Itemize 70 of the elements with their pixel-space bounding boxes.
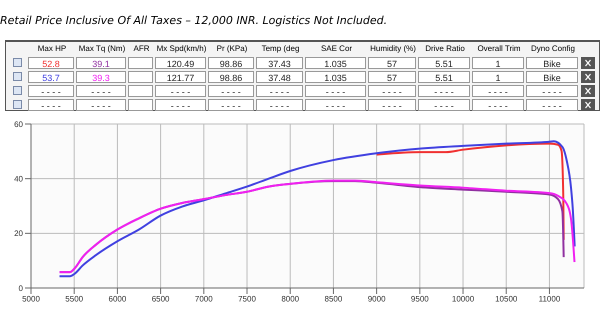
x-tick-label: 9500 [410,294,430,304]
text: - - - - [256,98,303,110]
text: - - - - [305,98,366,110]
text: - - - - [526,98,578,110]
y-tick-label: 40 [14,174,24,184]
text: - - - - [155,98,206,110]
text: - - - - [368,98,416,110]
text: 1.035 [305,70,366,82]
text: 53.7 [28,70,74,82]
text: 39.3 [76,70,126,82]
text: 39.1 [76,56,126,68]
text: 57 [368,56,416,68]
x-tick-label: 11000 [538,294,561,304]
x-tick-label: 5500 [65,294,84,304]
text: Max Tq (Nm) [78,44,126,53]
x-tick-label: 8500 [324,294,343,304]
text: 121.77 [155,70,206,82]
line-series [58,140,576,278]
text: - - - - [472,98,524,110]
text: - - - - [28,84,74,96]
text: Mx Spd(km/h) [156,44,208,53]
y-tick-label: 0 [18,284,24,293]
x-tick-label: 10000 [452,294,475,304]
x-tick-label: 7500 [238,294,256,304]
text: 1.035 [305,56,366,68]
text: 52.8 [28,56,74,68]
text: - - - - [305,84,366,96]
text: SAE Cor [320,44,354,53]
text: - - - - [208,98,254,110]
text: - - - - [155,84,206,96]
text: 5.51 [418,70,470,82]
text: AFR [132,44,150,53]
text: 1 [472,70,524,82]
x-tick-label: 5000 [22,294,40,304]
text: - - - - [76,84,126,96]
text: Temp (deg [260,44,300,53]
text: - - - - [256,84,303,96]
text: Max HP [36,44,68,53]
text: Dyno Config [530,44,576,53]
y-tick-label: 60 [14,120,24,129]
text: - - - - [526,84,578,96]
text: Drive Ratio [424,44,466,53]
text: - - - - [418,98,470,110]
text: 120.49 [155,56,206,68]
text: 37.48 [256,70,303,82]
text: Bike [526,56,578,68]
text: 98.86 [208,70,254,82]
text: - - - - [368,84,416,96]
x-tick-label: 9000 [368,294,386,304]
text: - - - - [472,84,524,96]
x-tick-label: 6000 [108,294,127,304]
x-tick-label: 6500 [152,294,170,304]
text: - - - - [418,84,470,96]
text: Overall Trim [476,44,522,53]
text: 37.43 [256,56,303,68]
chart-title: Retail Price Inclusive Of All Taxes – 12,000 INR. Logistics Not Included. [0,14,388,27]
text: 5.51 [418,56,470,68]
text: - - - - [28,98,74,110]
text: Bike [526,70,578,82]
x-tick-label: 8000 [281,294,300,304]
text: - - - - [208,84,254,96]
text: Humidity (%) [369,44,417,53]
text: 57 [368,70,416,82]
text: Pr (KPa) [216,44,248,53]
y-tick-label: 20 [14,229,24,238]
text: 98.86 [208,56,254,68]
x-tick-label: 7000 [194,294,214,304]
text: 1 [472,56,524,68]
x-tick-label: 10500 [495,294,518,304]
text: - - - - [76,98,126,110]
